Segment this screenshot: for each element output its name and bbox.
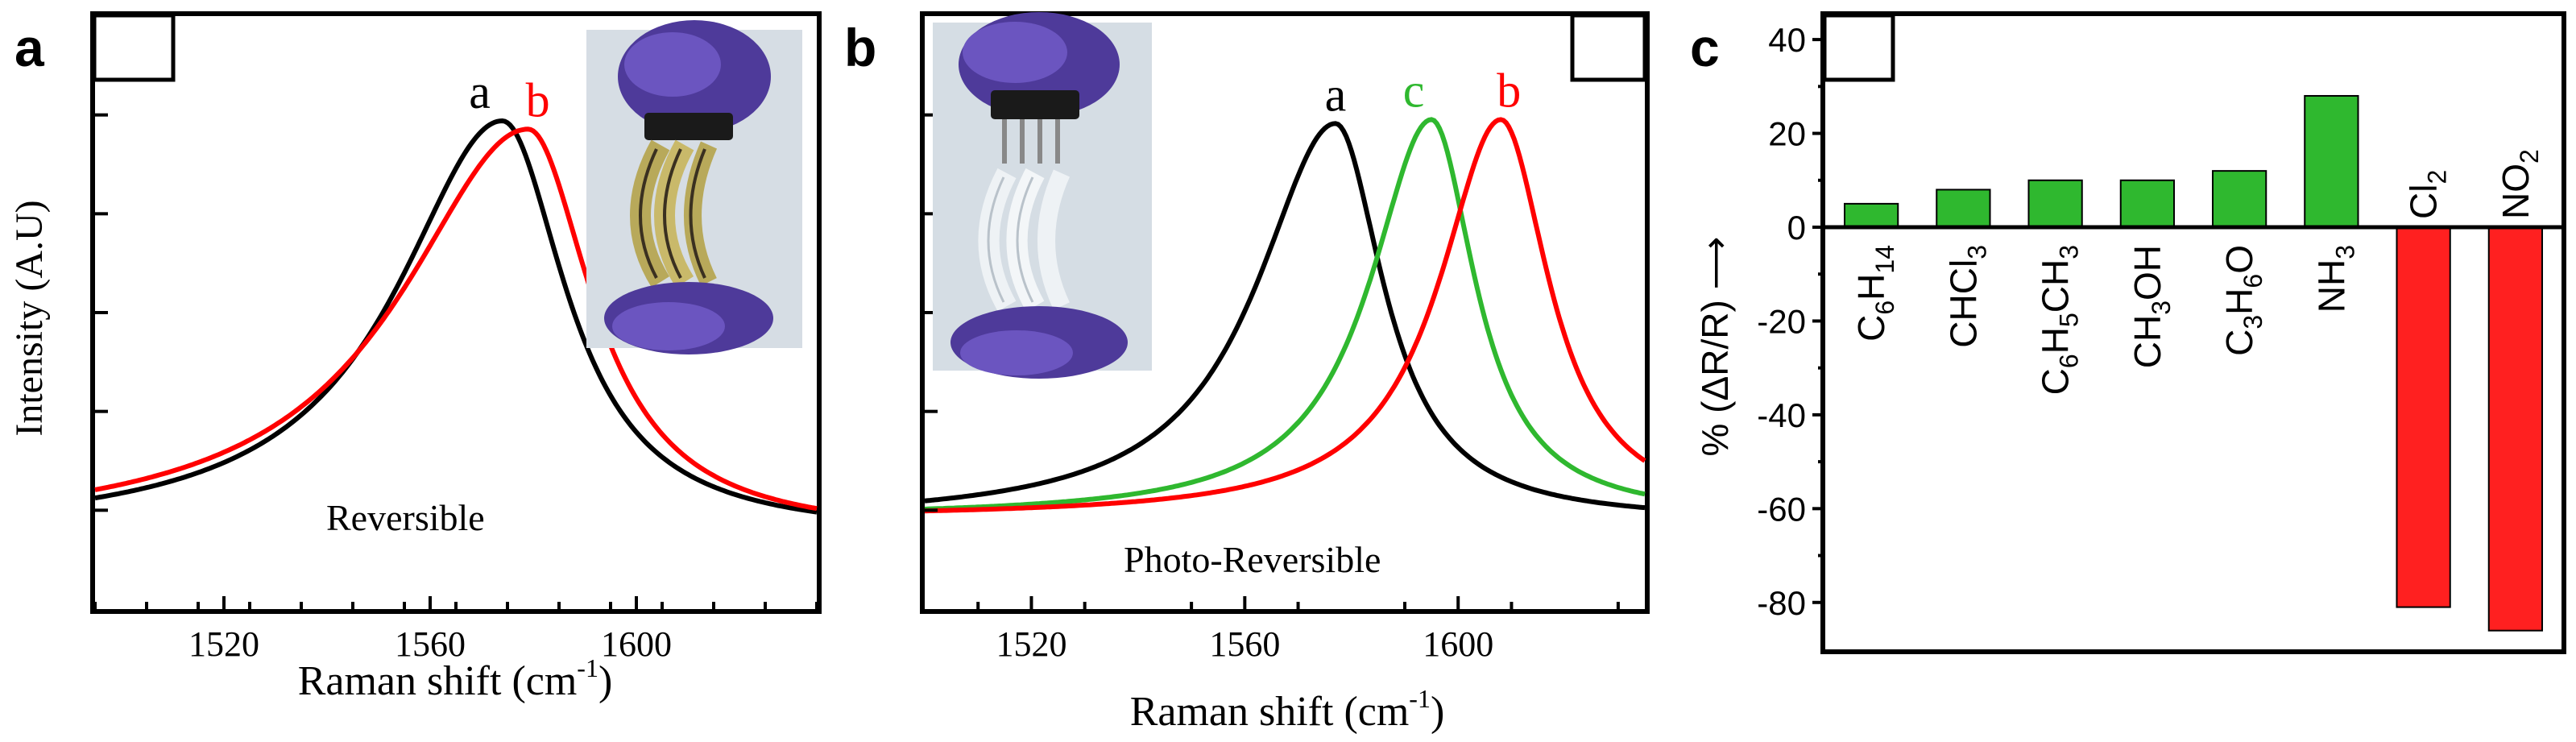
panel-c-corner-box xyxy=(1822,13,1895,82)
panel-b-frame xyxy=(920,11,1650,614)
panel-c-category-label: C3H6O xyxy=(2218,245,2267,356)
panel-b-letter: b xyxy=(844,18,876,77)
panel-c-y-tick-label: -60 xyxy=(1757,490,1806,528)
panel-b-x-tick-label: 1560 xyxy=(1209,624,1280,664)
panel-c-y-tick-label: -20 xyxy=(1757,302,1806,340)
panel-c-bar xyxy=(2304,94,2359,228)
panel-a-x-tick-label: 1600 xyxy=(601,624,672,664)
panel-a-x-axis-label: Raman shift (cm-1) xyxy=(298,653,613,704)
panel-c-bar xyxy=(2396,226,2451,608)
panel-c-y-tick-label: 0 xyxy=(1787,209,1806,247)
panel-c-category-label: C6H5CH3 xyxy=(2035,245,2084,395)
panel-b: b 1520 1560 1600 a c b Photo-Reversible xyxy=(844,11,1650,735)
panel-b-x-tick-label: 1520 xyxy=(996,624,1066,664)
panel-a-inset-photo xyxy=(586,20,802,354)
panel-a-x-ticks: 1520 1560 1600 xyxy=(93,596,818,664)
panel-a-frame xyxy=(90,11,822,614)
panel-b-inset-photo xyxy=(933,12,1152,379)
panel-c-category-labels: C6H14 CHCl3 C6H5CH3 CH3OH C3H6O NH3 Cl2 NO2 xyxy=(1850,149,2544,395)
panel-a-x-tick-label: 1520 xyxy=(188,624,259,664)
panel-c-y-tick-label: -80 xyxy=(1757,584,1806,622)
panel-b-x-tick-label: 1600 xyxy=(1423,624,1493,664)
panel-c-frame xyxy=(1820,11,2566,654)
panel-a-x-tick-label: 1560 xyxy=(395,624,466,664)
panel-c-bars xyxy=(1843,94,2544,632)
panel-c-y-tick-label: -40 xyxy=(1757,396,1806,434)
panel-c-y-tick-label: 40 xyxy=(1768,21,1806,59)
panel-a-series-a-line xyxy=(94,118,818,515)
panel-c-category-label: NO2 xyxy=(2495,149,2544,219)
panel-c-bar xyxy=(2119,179,2176,228)
panel-b-annotation: Photo-Reversible xyxy=(1124,539,1381,580)
panel-b-series-b-line xyxy=(924,117,1646,514)
panel-b-series-label-b: b xyxy=(1497,64,1521,117)
panel-b-series-label-a: a xyxy=(1325,68,1347,121)
panel-a-series-b-line xyxy=(94,126,818,512)
panel-c-category-label: CHCl3 xyxy=(1942,245,1991,348)
panel-a-y-axis-label: Intensity (A.U) xyxy=(8,200,51,436)
panel-c-letter: c xyxy=(1690,18,1720,77)
panel-c-y-tick-label: 20 xyxy=(1768,115,1806,153)
panel-c-bar xyxy=(2027,179,2083,228)
panel-b-corner-box xyxy=(1570,13,1647,82)
panel-a: a 1520 1560 1600 a b Reversible Raman shif… xyxy=(8,11,822,704)
panel-a-letter: a xyxy=(14,18,45,77)
panel-c-bar xyxy=(2487,226,2544,632)
panel-c-category-label: CH3OH xyxy=(2127,245,2176,368)
panel-c-bar xyxy=(1936,189,1991,229)
panel-b-x-ticks: 1520 1560 1600 xyxy=(976,596,1620,664)
panel-a-corner-box xyxy=(92,13,176,82)
panel-b-series-a-line xyxy=(924,121,1646,511)
panel-c-bar xyxy=(1843,202,1899,228)
panel-c: c 40 20 0 -20 -40 -60 -80 C6H14 CHCl3 C6H5CH3 CH3… xyxy=(1690,11,2566,654)
panel-c-category-label: NH3 xyxy=(2310,245,2359,313)
panel-c-category-label: C6H14 xyxy=(1850,245,1899,342)
panel-b-series-c-line xyxy=(924,117,1646,512)
panel-a-annotation: Reversible xyxy=(326,497,485,538)
panel-c-y-ticks: 40 20 0 -20 -40 -60 -80 xyxy=(1757,21,1825,622)
panel-a-curves xyxy=(94,118,818,515)
panel-c-category-label: Cl2 xyxy=(2403,170,2452,219)
panel-b-x-axis-label: Raman shift (cm-1) xyxy=(1130,684,1445,735)
panel-c-y-axis-label: % (ΔR/R) ⟶ xyxy=(1694,237,1736,457)
panel-c-bar xyxy=(2211,170,2267,228)
panel-a-y-ticks xyxy=(95,113,108,512)
panel-a-series-label-b: b xyxy=(526,73,550,126)
panel-b-series-label-c: c xyxy=(1403,64,1425,117)
panel-b-curves xyxy=(924,117,1646,514)
panel-a-series-label-a: a xyxy=(469,65,491,118)
